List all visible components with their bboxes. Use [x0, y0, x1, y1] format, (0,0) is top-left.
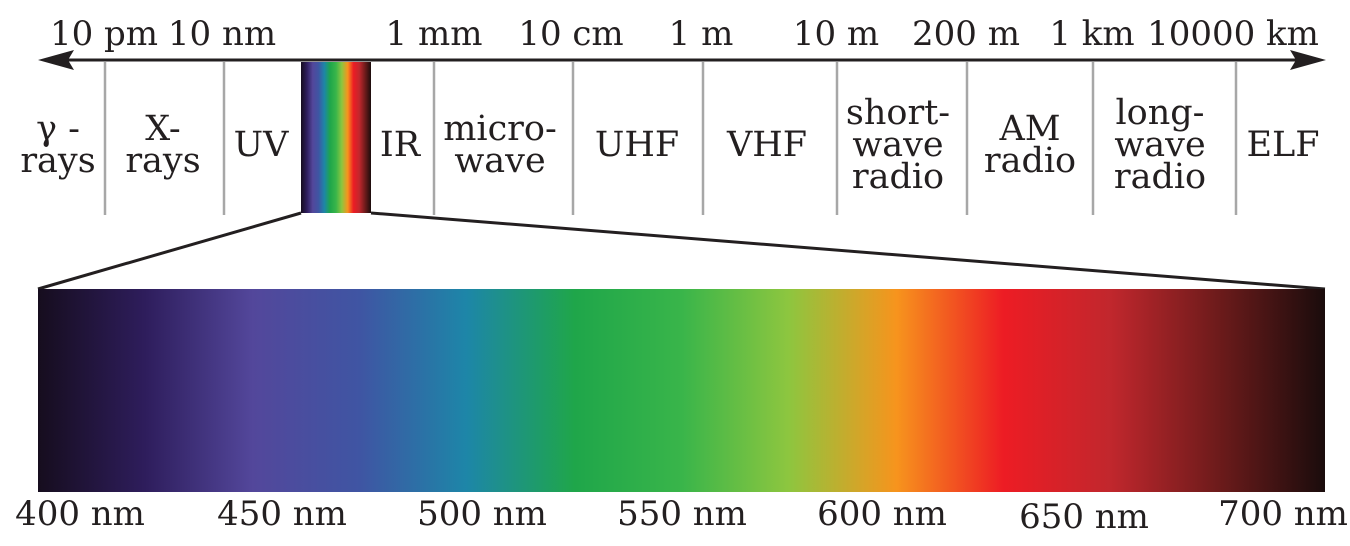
band-label-line: radio [851, 157, 945, 197]
band-label-0: γ - rays [20, 80, 95, 210]
band-label-line: wave [852, 125, 944, 165]
visible-tick-label-3: 550 nm [617, 494, 747, 534]
band-label-10: ELF [1246, 80, 1319, 210]
band-label-line: wave [1114, 125, 1206, 165]
band-label-line: VHF [726, 125, 808, 165]
band-label-line: long- [1115, 93, 1205, 133]
visible-tick-label-2: 500 nm [417, 494, 547, 534]
band-label-3: IR [380, 80, 420, 210]
visible-tick-label-0: 400 nm [15, 494, 145, 534]
band-dividers [103, 62, 1238, 215]
band-label-line: UV [233, 125, 289, 165]
band-label-line: rays [125, 141, 201, 181]
band-label-line: micro- [443, 109, 557, 149]
scale-label-6: 200 m [912, 14, 1020, 54]
band-label-line: radio [1113, 157, 1207, 197]
axis-arrow-right [1290, 50, 1326, 70]
band-label-line: γ - [36, 109, 80, 149]
scale-label-1: 10 nm [167, 14, 277, 54]
band-label-line: wave [454, 141, 546, 181]
visible-tick-label-5: 650 nm [1019, 497, 1149, 537]
visible-tick-label-6: 700 nm [1218, 494, 1348, 534]
band-label-2: UV [234, 80, 289, 210]
visible-tick-label-4: 600 nm [817, 494, 947, 534]
band-label-8: AM radio [984, 80, 1076, 210]
zoom-line-left [37, 211, 302, 291]
scale-label-8: 10000 km [1147, 14, 1319, 54]
visible-tick-label-1: 450 nm [217, 494, 347, 534]
band-label-1: X-rays [125, 80, 200, 210]
band-label-line: short- [845, 93, 951, 133]
scale-label-3: 10 cm [518, 14, 624, 54]
scale-label-2: 1 mm [385, 14, 483, 54]
band-label-5: UHF [595, 80, 679, 210]
scale-label-0: 10 pm [49, 14, 159, 54]
band-label-6: VHF [727, 80, 807, 210]
band-label-line: AM [999, 109, 1061, 149]
zoom-line-right [370, 211, 1326, 291]
band-label-4: micro-wave [443, 80, 557, 210]
band-label-line: radio [983, 141, 1077, 181]
visible-band-mini [301, 62, 371, 213]
scale-label-7: 1 km [1049, 14, 1135, 54]
visible-spectrum-bar [38, 289, 1325, 492]
band-label-line: IR [379, 125, 421, 165]
band-label-9: long-wave radio [1114, 80, 1206, 210]
band-label-line: X- [145, 109, 181, 149]
band-label-line: ELF [1246, 125, 1320, 165]
scale-label-4: 1 m [668, 14, 734, 54]
band-label-7: short-wave radio [846, 80, 950, 210]
scale-label-5: 10 m [792, 14, 880, 54]
axis-arrow-left [38, 50, 74, 70]
band-label-line: rays [20, 141, 96, 181]
band-label-line: UHF [594, 125, 680, 165]
